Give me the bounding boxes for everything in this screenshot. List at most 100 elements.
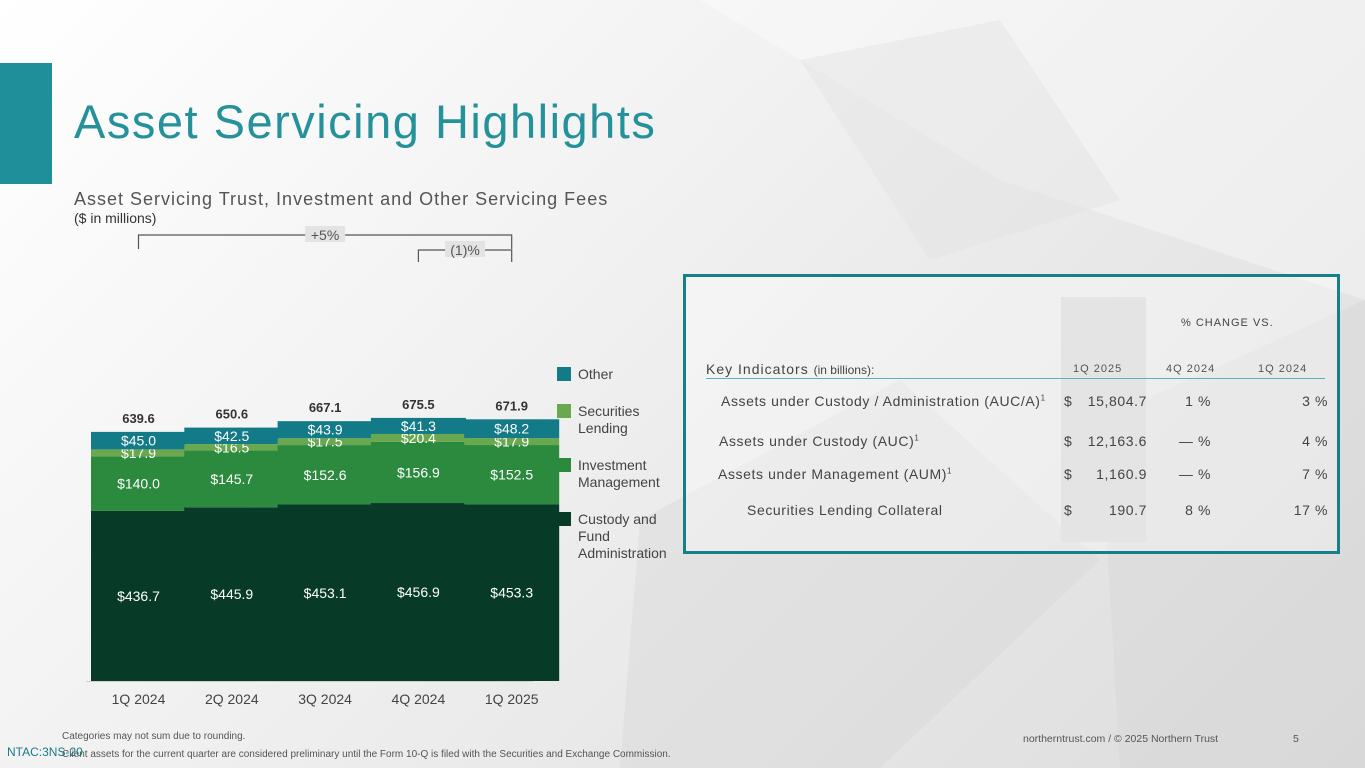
bar-value-label: $152.6: [304, 467, 347, 483]
legend-label: Fund: [578, 528, 610, 544]
legend-label: Management: [578, 474, 660, 490]
change-label-background: [305, 226, 346, 242]
legend-label: Custody and: [578, 511, 657, 527]
bar-total-label: 675.5: [402, 397, 435, 412]
bar-segment: [277, 445, 373, 505]
bar-segment: [464, 419, 560, 439]
bar-value-label: $41.3: [401, 418, 436, 434]
column-header-1q2024: 1Q 2024: [1258, 363, 1308, 375]
kpi-row: Assets under Custody / Administration (A…: [686, 393, 1337, 413]
change-label-background: [445, 241, 486, 257]
bar-segment: [91, 510, 186, 681]
kpi-change-1q2024: 3 %: [1302, 393, 1328, 409]
bar-value-label: $43.9: [308, 422, 343, 438]
bar-value-label: $42.5: [214, 428, 249, 444]
bar-value-label: $45.0: [121, 433, 156, 449]
key-indicators-unit: (in billions):: [813, 363, 875, 377]
key-indicators-label: Key Indicators (in billions):: [706, 361, 874, 377]
currency-symbol: $: [1064, 502, 1073, 518]
chart-subtitle: ($ in millions): [74, 210, 157, 226]
bar-total-label: 671.9: [495, 398, 528, 413]
key-indicators-panel: % CHANGE VS. Key Indicators (in billions…: [683, 274, 1340, 554]
bar-value-label: $453.1: [304, 585, 347, 601]
change-label: (1)%: [450, 242, 480, 258]
bar-value-label: $152.5: [490, 467, 533, 483]
bar-value-label: $445.9: [210, 586, 253, 602]
kpi-change-4q2024: 1 %: [1185, 393, 1211, 409]
bar-value-label: $156.9: [397, 464, 440, 480]
x-axis-tick-label: 2Q 2024: [205, 691, 259, 707]
bar-value-label: $456.9: [397, 584, 440, 600]
footnote-preliminary: Client assets for the current quarter ar…: [62, 749, 671, 760]
bar-value-label: $453.3: [490, 585, 533, 601]
x-axis-tick-label: 1Q 2025: [485, 691, 539, 707]
column-header-1q2025: 1Q 2025: [1073, 363, 1123, 375]
footer-copyright: northerntrust.com / © 2025 Northern Trus…: [1023, 733, 1219, 745]
chart-title: Asset Servicing Trust, Investment and Ot…: [74, 189, 609, 209]
key-indicators-title: Key Indicators: [706, 361, 809, 377]
footnote-marker: 1: [1040, 393, 1046, 403]
footnote-marker: 1: [914, 433, 920, 443]
bar-total-label: 667.1: [309, 400, 342, 415]
bar-total-label: 650.6: [216, 407, 249, 422]
kpi-row: Assets under Management (AUM)1 $ 1,160.9…: [686, 466, 1337, 486]
column-header-4q2024: 4Q 2024: [1166, 363, 1216, 375]
bar-segment: [91, 449, 186, 457]
bar-segment: [184, 450, 280, 508]
bar-segment: [91, 431, 186, 450]
legend-label: Securities: [578, 403, 639, 419]
kpi-change-4q2024: — %: [1178, 466, 1211, 482]
current-quarter-highlight: [1061, 297, 1146, 542]
bar-segment: [184, 444, 280, 451]
bar-segment: [184, 427, 280, 445]
kpi-value: 12,163.6: [1087, 433, 1147, 449]
legend-label: Other: [578, 366, 613, 382]
bar-segment: [370, 503, 466, 681]
legend-label: Lending: [578, 420, 628, 436]
bar-segment: [370, 441, 466, 504]
kpi-change-1q2024: 4 %: [1302, 433, 1328, 449]
legend-swatch: [557, 367, 571, 381]
kpi-label: Assets under Management (AUM)1: [718, 466, 952, 482]
page-title: Asset Servicing Highlights: [74, 95, 657, 148]
bar-segment: [464, 438, 560, 446]
x-axis-tick-label: 3Q 2024: [298, 691, 352, 707]
kpi-change-1q2024: 7 %: [1302, 466, 1328, 482]
kpi-label: Securities Lending Collateral: [747, 502, 943, 518]
x-axis-tick-label: 4Q 2024: [392, 691, 446, 707]
bar-value-label: $140.0: [117, 476, 160, 492]
document-code: NTAC:3NS-20: [7, 745, 83, 759]
kpi-row: Assets under Custody (AUC)1 $ 12,163.6 —…: [686, 433, 1337, 453]
legend-swatch: [557, 458, 571, 472]
legend-label: Investment: [578, 457, 647, 473]
kpi-label-text: Assets under Custody (AUC): [719, 433, 915, 449]
bar-segment: [370, 417, 466, 434]
bar-segment: [277, 421, 373, 439]
legend-label: Administration: [578, 545, 667, 561]
header-divider: [706, 378, 1325, 379]
kpi-value: 190.7: [1108, 502, 1147, 518]
kpi-label: Assets under Custody / Administration (A…: [721, 393, 1046, 409]
bar-segment: [277, 504, 373, 681]
footnote-rounding: Categories may not sum due to rounding.: [62, 731, 246, 742]
x-axis-tick-label: 1Q 2024: [112, 691, 166, 707]
kpi-label-text: Securities Lending Collateral: [747, 502, 943, 518]
footnote-marker: 1: [947, 466, 953, 476]
kpi-value: 15,804.7: [1087, 393, 1147, 409]
bar-segment: [370, 433, 466, 442]
currency-symbol: $: [1064, 466, 1073, 482]
bar-segment: [277, 438, 373, 446]
bar-value-label: $48.2: [494, 421, 529, 437]
kpi-label-text: Assets under Management (AUM): [718, 466, 948, 482]
bar-total-label: 639.6: [122, 411, 155, 426]
bar-segment: [91, 456, 186, 511]
kpi-value: 1,160.9: [1096, 466, 1147, 482]
bar-segment: [464, 445, 560, 505]
currency-symbol: $: [1064, 393, 1073, 409]
bar-segment: [184, 507, 280, 681]
bar-value-label: $436.7: [117, 588, 160, 604]
pct-change-header: % CHANGE VS.: [1181, 317, 1274, 329]
legend-swatch: [557, 404, 571, 418]
page-number: 5: [1293, 733, 1299, 745]
